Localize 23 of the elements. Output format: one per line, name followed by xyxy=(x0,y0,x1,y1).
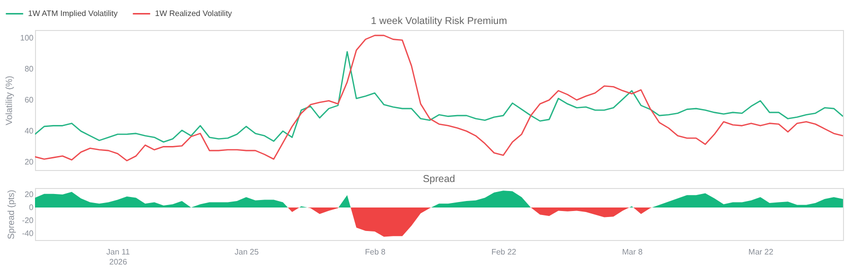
y-axis-title: Spread (pts) xyxy=(6,190,16,240)
y-tick-label: 20 xyxy=(24,158,34,167)
legend-label: 1W ATM Implied Volatility xyxy=(28,8,118,18)
y-tick-label: 20 xyxy=(24,190,34,199)
line-series xyxy=(35,51,843,143)
y-tick-label: -20 xyxy=(22,216,34,225)
y-tick-label: 60 xyxy=(24,96,34,104)
x-tick-label: Mar 8 xyxy=(622,248,644,256)
x-tick-label: Feb 22 xyxy=(491,248,517,256)
y-tick-label: 80 xyxy=(24,64,34,74)
legend-label: 1W Realized Volatility xyxy=(155,8,232,18)
x-tick-label: Jan 11 2026 xyxy=(106,248,130,266)
x-tick-label: Jan 25 xyxy=(234,248,260,256)
x-tick-label: Feb 8 xyxy=(364,248,386,256)
y-tick-label: 100 xyxy=(20,33,34,42)
y-tick-label: -40 xyxy=(22,229,34,238)
y-tick-label: 40 xyxy=(24,126,34,136)
chart-title: Spread xyxy=(422,174,456,185)
x-tick-label: Mar 22 xyxy=(748,248,774,256)
y-axis-title: Volatility (%) xyxy=(4,76,14,126)
y-tick-label: 0 xyxy=(29,203,34,212)
chart-title: 1 week Volatility Risk Premium xyxy=(370,16,508,27)
line-series xyxy=(35,34,843,162)
